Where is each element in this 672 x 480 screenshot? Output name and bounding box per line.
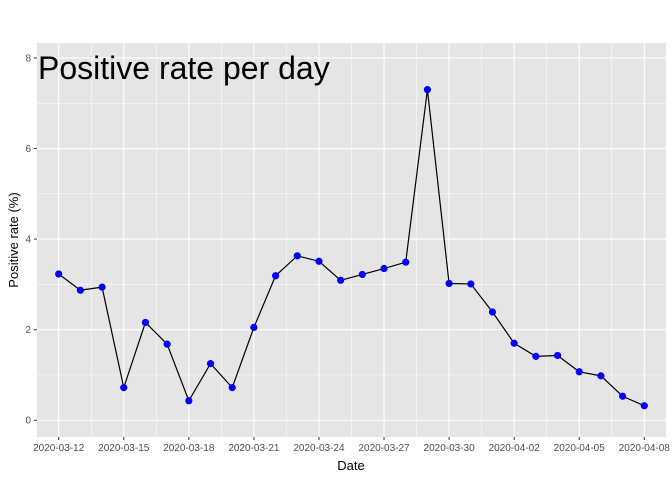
x-tick-label: 2020-03-15 (98, 443, 150, 454)
y-tick-label: 8 (25, 53, 31, 64)
data-point (640, 402, 648, 410)
y-tick-label: 6 (25, 144, 31, 155)
data-point (445, 279, 453, 288)
data-point (467, 280, 475, 288)
y-tick-label: 0 (25, 416, 31, 427)
x-tick-label: 2020-03-24 (293, 443, 345, 454)
data-point (76, 286, 84, 294)
data-point (553, 351, 562, 360)
x-tick-label: 2020-04-05 (554, 443, 606, 454)
data-point (575, 368, 583, 376)
data-point (315, 257, 323, 265)
data-point (206, 360, 215, 368)
data-point (358, 270, 366, 279)
x-tick-label: 2020-03-27 (358, 443, 410, 454)
x-axis: 2020-03-12 2020-03-15 2020-03-18 2020-03-21… (33, 437, 670, 454)
x-tick-label: 2020-04-02 (489, 443, 541, 454)
data-point (597, 372, 605, 380)
data-point (185, 397, 193, 405)
data-point (402, 258, 410, 266)
data-point (55, 270, 63, 278)
minor-gridlines (37, 43, 666, 437)
data-point (488, 308, 497, 316)
series-line (58, 89, 645, 407)
data-point (423, 86, 432, 94)
y-axis-title: Positive rate (%) (6, 192, 21, 287)
data-point (293, 252, 301, 260)
data-point (98, 283, 106, 291)
data-point (532, 352, 540, 360)
data-point (337, 276, 345, 284)
data-point (380, 264, 388, 273)
x-tick-label: 2020-03-21 (228, 443, 280, 454)
data-point (619, 392, 627, 400)
data-point (271, 272, 280, 280)
chart-title: Positive rate per day (38, 50, 330, 86)
data-point (120, 384, 128, 392)
y-tick-label: 4 (25, 235, 31, 246)
x-axis-title: Date (337, 458, 364, 473)
data-point (163, 340, 171, 348)
data-point (510, 339, 518, 347)
major-gridlines (37, 43, 666, 437)
x-tick-label: 2020-04-08 (619, 443, 671, 454)
data-point (228, 384, 236, 392)
x-tick-label: 2020-03-18 (163, 443, 215, 454)
data-point (250, 323, 258, 332)
y-axis: 0 2 4 6 8 (25, 53, 37, 427)
data-points (55, 86, 648, 410)
x-tick-label: 2020-03-12 (33, 443, 85, 454)
data-point (141, 318, 150, 327)
x-tick-label: 2020-03-30 (424, 443, 476, 454)
y-tick-label: 2 (25, 325, 31, 336)
